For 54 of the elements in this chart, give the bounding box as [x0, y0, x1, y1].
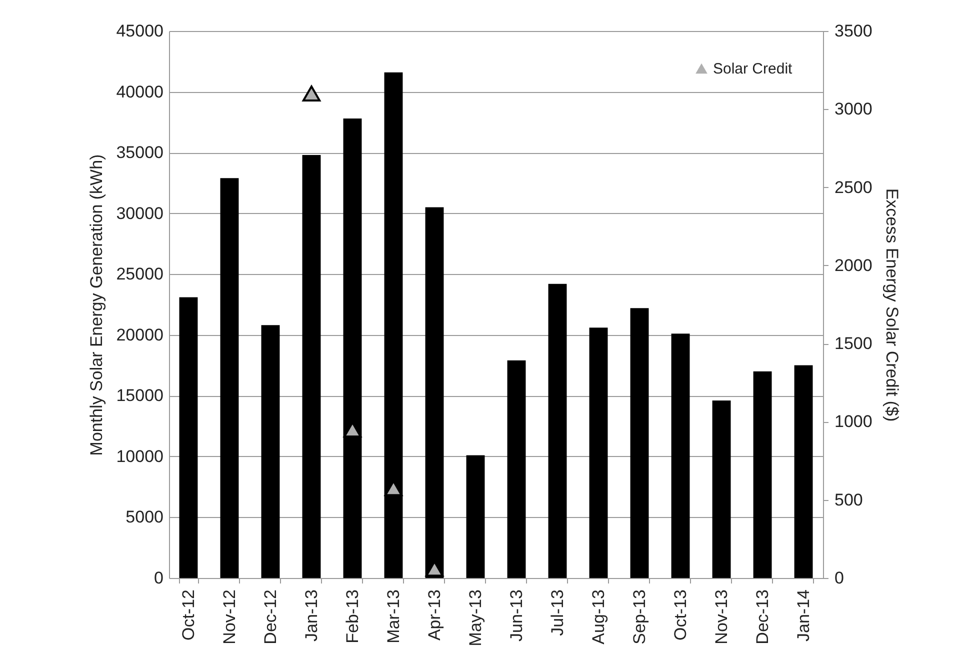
y-tick-label: 35000: [116, 143, 164, 162]
y2-tick-label: 500: [834, 490, 863, 510]
bar: [179, 297, 198, 578]
bar: [507, 360, 526, 578]
y-tick-label: 20000: [116, 325, 164, 344]
x-tick-label: Feb-13: [342, 590, 362, 644]
bar: [384, 72, 403, 578]
bar: [548, 284, 567, 578]
x-tick-label: Apr-13: [424, 590, 444, 641]
x-tick-label: Jan-14: [794, 590, 814, 642]
bar: [589, 328, 608, 578]
bar: [671, 334, 690, 578]
legend-label: Solar Credit: [713, 60, 794, 78]
y-tick-label: 5000: [126, 508, 164, 527]
x-tick-label: Oct-12: [178, 590, 198, 641]
y-tick-label: 45000: [116, 22, 164, 40]
x-tick-label: Oct-13: [671, 590, 690, 641]
y-tick-label: 15000: [116, 386, 164, 406]
y2-tick-label: 0: [834, 568, 844, 588]
bar: [220, 178, 239, 578]
x-tick-label: Dec-12: [260, 590, 280, 644]
y-tick-label: 0: [154, 568, 164, 588]
y2-tick-label: 2500: [834, 178, 872, 197]
x-tick-label: Nov-12: [220, 590, 239, 644]
bar: [425, 207, 444, 578]
y2-tick-label: 1000: [834, 412, 872, 432]
bar: [343, 118, 362, 578]
y2-tick-label: 3500: [834, 22, 872, 40]
x-tick-label: Mar-13: [384, 590, 403, 644]
y-tick-label: 10000: [116, 446, 164, 466]
y-tick-label: 30000: [116, 204, 164, 223]
bar: [630, 308, 649, 578]
y-tick-label: 25000: [116, 264, 164, 284]
point: [302, 86, 321, 102]
bar: [302, 154, 321, 578]
x-tick-label: Jan-13: [302, 590, 321, 642]
y-axis-title: Monthly Solar Energy Generation (kWh): [87, 154, 106, 456]
bar: [794, 365, 813, 578]
y2-tick-label: 2000: [834, 256, 872, 275]
x-tick-label: May-13: [466, 590, 485, 646]
y-tick-label: 40000: [116, 82, 164, 102]
bar: [712, 400, 731, 578]
x-tick-label: Jul-13: [548, 590, 568, 636]
x-tick-label: Sep-13: [630, 590, 650, 644]
bar: [753, 371, 772, 578]
x-tick-label: Dec-13: [753, 590, 772, 644]
x-tick-label: Nov-13: [712, 590, 732, 644]
bar: [466, 455, 485, 578]
x-tick-label: Jun-13: [507, 590, 526, 642]
x-tick-label: Aug-13: [589, 590, 608, 644]
y2-axis-title: Excess Energy Solar Credit ($): [882, 188, 902, 422]
bar: [261, 325, 280, 578]
y2-tick-label: 3000: [834, 100, 872, 119]
y2-tick-label: 1500: [834, 334, 872, 354]
